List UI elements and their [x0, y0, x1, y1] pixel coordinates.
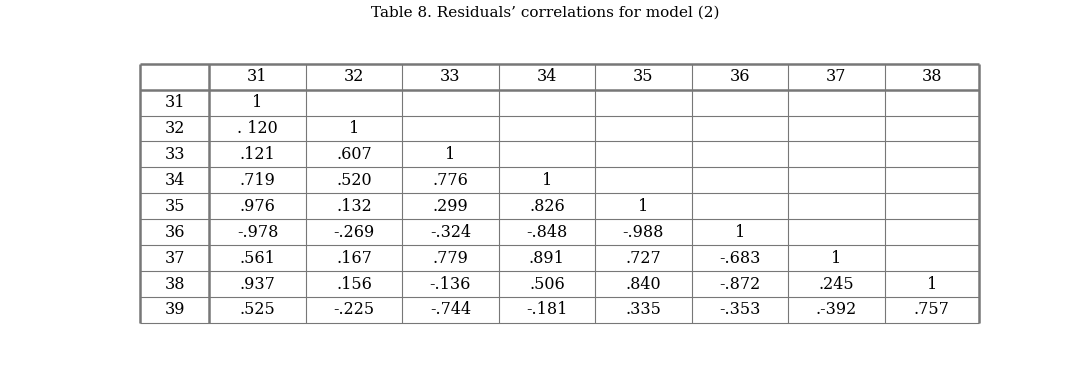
Text: -.136: -.136 — [429, 276, 471, 292]
Text: .335: .335 — [626, 302, 662, 318]
Text: 31: 31 — [165, 94, 185, 111]
Text: 35: 35 — [633, 68, 654, 85]
Text: 1: 1 — [639, 198, 649, 215]
Text: .826: .826 — [529, 198, 565, 215]
Text: . 120: . 120 — [238, 120, 278, 137]
Text: 32: 32 — [343, 68, 364, 85]
Text: .779: .779 — [433, 250, 469, 266]
Text: -.324: -.324 — [429, 224, 471, 241]
Text: .976: .976 — [240, 198, 276, 215]
Text: -.988: -.988 — [622, 224, 664, 241]
Text: 31: 31 — [247, 68, 268, 85]
Text: 36: 36 — [165, 224, 185, 241]
Text: 37: 37 — [165, 250, 185, 266]
Text: .156: .156 — [336, 276, 372, 292]
Text: .891: .891 — [529, 250, 565, 266]
Text: .121: .121 — [240, 146, 276, 163]
Text: .719: .719 — [240, 172, 276, 189]
Text: Table 8. Residuals’ correlations for model (2): Table 8. Residuals’ correlations for mod… — [371, 5, 719, 19]
Text: .776: .776 — [433, 172, 469, 189]
Text: 32: 32 — [165, 120, 185, 137]
Text: -.225: -.225 — [334, 302, 375, 318]
Text: 34: 34 — [165, 172, 185, 189]
Text: 1: 1 — [542, 172, 552, 189]
Text: 33: 33 — [165, 146, 185, 163]
Text: -.744: -.744 — [429, 302, 471, 318]
Text: -.683: -.683 — [719, 250, 761, 266]
Text: -.181: -.181 — [526, 302, 568, 318]
Text: 1: 1 — [446, 146, 456, 163]
Text: .506: .506 — [529, 276, 565, 292]
Text: 37: 37 — [826, 68, 847, 85]
Text: .525: .525 — [240, 302, 276, 318]
Text: .167: .167 — [336, 250, 372, 266]
Text: 1: 1 — [832, 250, 841, 266]
Text: 1: 1 — [735, 224, 744, 241]
Text: 33: 33 — [440, 68, 461, 85]
Text: -.269: -.269 — [334, 224, 375, 241]
Text: .132: .132 — [336, 198, 372, 215]
Text: .757: .757 — [915, 302, 949, 318]
Text: -.978: -.978 — [237, 224, 278, 241]
Text: 38: 38 — [165, 276, 185, 292]
Text: 1: 1 — [253, 94, 263, 111]
Text: 1: 1 — [926, 276, 937, 292]
Text: 39: 39 — [165, 302, 185, 318]
Text: 38: 38 — [922, 68, 942, 85]
Text: .840: .840 — [626, 276, 662, 292]
Text: .561: .561 — [240, 250, 276, 266]
Text: -.353: -.353 — [719, 302, 761, 318]
Text: .607: .607 — [336, 146, 372, 163]
Text: -.872: -.872 — [719, 276, 761, 292]
Text: 34: 34 — [536, 68, 557, 85]
Text: 36: 36 — [729, 68, 750, 85]
Text: .245: .245 — [819, 276, 855, 292]
Text: .727: .727 — [626, 250, 662, 266]
Text: .937: .937 — [240, 276, 276, 292]
Text: .520: .520 — [336, 172, 372, 189]
Text: -.848: -.848 — [526, 224, 568, 241]
Text: 1: 1 — [349, 120, 359, 137]
Text: .299: .299 — [433, 198, 469, 215]
Text: 35: 35 — [165, 198, 185, 215]
Text: .-392: .-392 — [815, 302, 857, 318]
